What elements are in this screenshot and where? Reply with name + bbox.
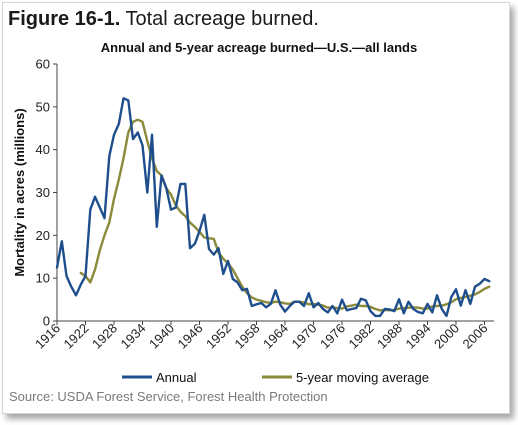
chart-series (55, 97, 491, 318)
series-line-annual (55, 97, 491, 318)
figure-frame (2, 2, 510, 414)
y-tick-label: 20 (36, 228, 50, 243)
figure-heading: Figure 16-1. Total acreage burned. (8, 8, 319, 31)
x-tick-label: 1988 (374, 321, 405, 352)
x-tick-label: 1994 (403, 321, 434, 352)
source-note: Source: USDA Forest Service, Forest Heal… (9, 389, 328, 404)
legend-moving-average-label: 5-year moving average (296, 370, 429, 385)
series-line-moving-average (79, 118, 491, 312)
y-axis-label: Mortality in acres (millions) (12, 108, 27, 276)
y-tick-label: 0 (43, 314, 50, 329)
x-tick-label: 2000 (431, 321, 462, 352)
y-tick-label: 50 (36, 99, 50, 114)
legend-annual-label: Annual (156, 370, 197, 385)
y-tick-label: 40 (36, 142, 50, 157)
x-tick-label: 1964 (260, 321, 291, 352)
x-tick-label: 1940 (146, 321, 177, 352)
y-tick-label: 60 (36, 57, 50, 72)
x-tick-label: 1970 (289, 321, 320, 352)
figure-caption: Total acreage burned. (125, 8, 319, 30)
x-tick-label: 1976 (317, 321, 348, 352)
x-tick-label: 1958 (232, 321, 263, 352)
x-tick-label: 1928 (89, 321, 120, 352)
chart-title: Annual and 5-year acreage burned—U.S.—al… (100, 40, 418, 55)
x-tick-label: 1982 (346, 321, 377, 352)
x-tick-label: 1946 (175, 321, 206, 352)
y-tick-label: 10 (36, 271, 50, 286)
figure-number: Figure 16-1. (8, 8, 121, 30)
x-tick-label: 1922 (61, 321, 92, 352)
x-tick-label: 1934 (118, 321, 149, 352)
x-tick-label: 2006 (460, 321, 491, 352)
x-tick-label: 1952 (203, 321, 234, 352)
chart-legend: Annual 5-year moving average (122, 370, 429, 385)
x-tick-label: 1916 (32, 321, 63, 352)
y-tick-label: 30 (36, 185, 50, 200)
